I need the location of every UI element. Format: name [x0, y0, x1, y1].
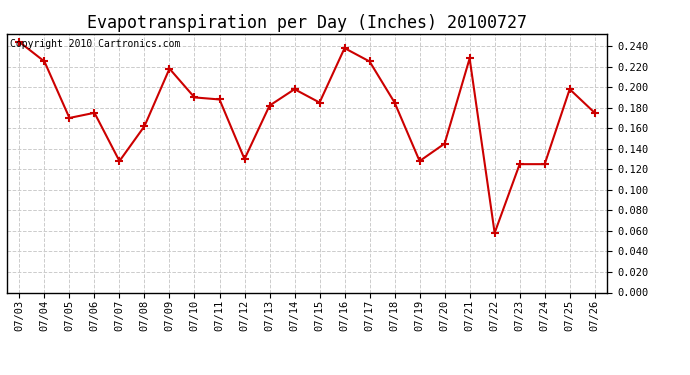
- Text: Copyright 2010 Cartronics.com: Copyright 2010 Cartronics.com: [10, 39, 180, 49]
- Title: Evapotranspiration per Day (Inches) 20100727: Evapotranspiration per Day (Inches) 2010…: [87, 14, 527, 32]
